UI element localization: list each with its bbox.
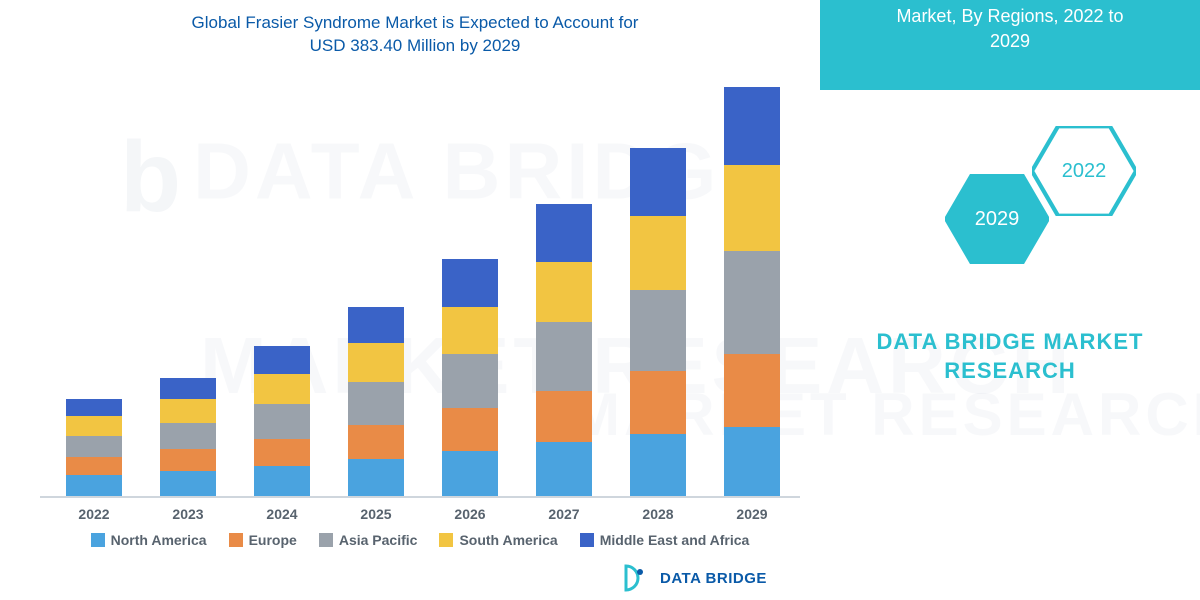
footer-logo: DATA BRIDGE	[620, 562, 767, 594]
legend-swatch	[319, 533, 333, 547]
chart-title: Global Frasier Syndrome Market is Expect…	[30, 12, 800, 58]
legend-item: South America	[439, 532, 557, 548]
brand-line2: RESEARCH	[820, 357, 1200, 386]
legend-label: Asia Pacific	[339, 532, 418, 548]
bar-seg	[630, 434, 686, 496]
bar-2025	[348, 307, 404, 496]
bar-seg	[348, 343, 404, 382]
footer-logo-icon	[620, 562, 652, 594]
x-label: 2022	[66, 506, 122, 522]
bar-2022	[66, 399, 122, 496]
brand-text: DATA BRIDGE MARKET RESEARCH	[820, 328, 1200, 385]
right-panel: Market, By Regions, 2022 to 2029 2029 20…	[820, 0, 1200, 600]
chart-panel: Global Frasier Syndrome Market is Expect…	[0, 0, 820, 600]
bar-2024	[254, 346, 310, 496]
legend-label: North America	[111, 532, 207, 548]
hexagon-2022-label: 2022	[1062, 160, 1107, 183]
bar-seg	[254, 439, 310, 466]
plot-area	[40, 68, 800, 498]
x-label: 2025	[348, 506, 404, 522]
bar-2026	[442, 259, 498, 495]
bar-seg	[160, 449, 216, 471]
bar-seg	[536, 442, 592, 496]
bar-seg	[724, 165, 780, 251]
bar-seg	[254, 374, 310, 404]
bar-seg	[630, 290, 686, 372]
bar-seg	[160, 471, 216, 496]
bar-seg	[348, 425, 404, 459]
bar-seg	[160, 423, 216, 449]
bar-seg	[66, 475, 122, 496]
bar-seg	[160, 378, 216, 400]
bar-seg	[160, 399, 216, 423]
bar-seg	[724, 427, 780, 496]
x-label: 2026	[442, 506, 498, 522]
bar-seg	[66, 399, 122, 416]
bar-seg	[536, 391, 592, 443]
bar-seg	[254, 404, 310, 438]
bar-seg	[724, 354, 780, 427]
chart-title-line2: USD 383.40 Million by 2029	[30, 35, 800, 58]
bar-seg	[66, 436, 122, 458]
legend-item: North America	[91, 532, 207, 548]
bar-seg	[536, 262, 592, 322]
x-label: 2029	[724, 506, 780, 522]
bar-2027	[536, 204, 592, 496]
bar-seg	[536, 322, 592, 391]
hexagon-graphic: 2029 2022	[820, 118, 1200, 318]
bar-seg	[442, 354, 498, 408]
bar-seg	[442, 408, 498, 451]
legend: North America Europe Asia Pacific South Ame…	[40, 532, 800, 548]
x-label: 2028	[630, 506, 686, 522]
bar-seg	[254, 466, 310, 496]
x-label: 2027	[536, 506, 592, 522]
legend-label: Middle East and Africa	[600, 532, 750, 548]
bar-2029	[724, 87, 780, 495]
legend-swatch	[439, 533, 453, 547]
hexagon-2022: 2022	[1032, 126, 1136, 216]
bar-2028	[630, 148, 686, 496]
bar-seg	[724, 87, 780, 164]
legend-item: Europe	[229, 532, 297, 548]
banner-line1: Market, By Regions, 2022 to	[840, 4, 1180, 29]
bar-2023	[160, 378, 216, 496]
legend-label: Europe	[249, 532, 297, 548]
bar-seg	[348, 459, 404, 496]
x-label: 2024	[254, 506, 310, 522]
chart-title-line1: Global Frasier Syndrome Market is Expect…	[30, 12, 800, 35]
bar-seg	[442, 451, 498, 496]
bar-seg	[630, 371, 686, 433]
bar-seg	[254, 346, 310, 374]
legend-swatch	[229, 533, 243, 547]
legend-swatch	[91, 533, 105, 547]
legend-swatch	[580, 533, 594, 547]
brand-line1: DATA BRIDGE MARKET	[820, 328, 1200, 357]
bar-seg	[536, 204, 592, 262]
legend-label: South America	[459, 532, 557, 548]
bar-seg	[442, 307, 498, 354]
legend-item: Middle East and Africa	[580, 532, 750, 548]
bar-seg	[348, 382, 404, 425]
bar-seg	[66, 457, 122, 475]
bar-seg	[724, 251, 780, 354]
bar-seg	[630, 216, 686, 289]
x-label: 2023	[160, 506, 216, 522]
legend-item: Asia Pacific	[319, 532, 418, 548]
bar-seg	[66, 416, 122, 435]
bar-seg	[442, 259, 498, 306]
bar-seg	[348, 307, 404, 344]
banner: Market, By Regions, 2022 to 2029	[820, 0, 1200, 90]
footer-logo-text: DATA BRIDGE	[660, 570, 767, 587]
banner-line2: 2029	[840, 29, 1180, 54]
hexagon-2029-label: 2029	[975, 208, 1020, 231]
bar-seg	[630, 148, 686, 217]
